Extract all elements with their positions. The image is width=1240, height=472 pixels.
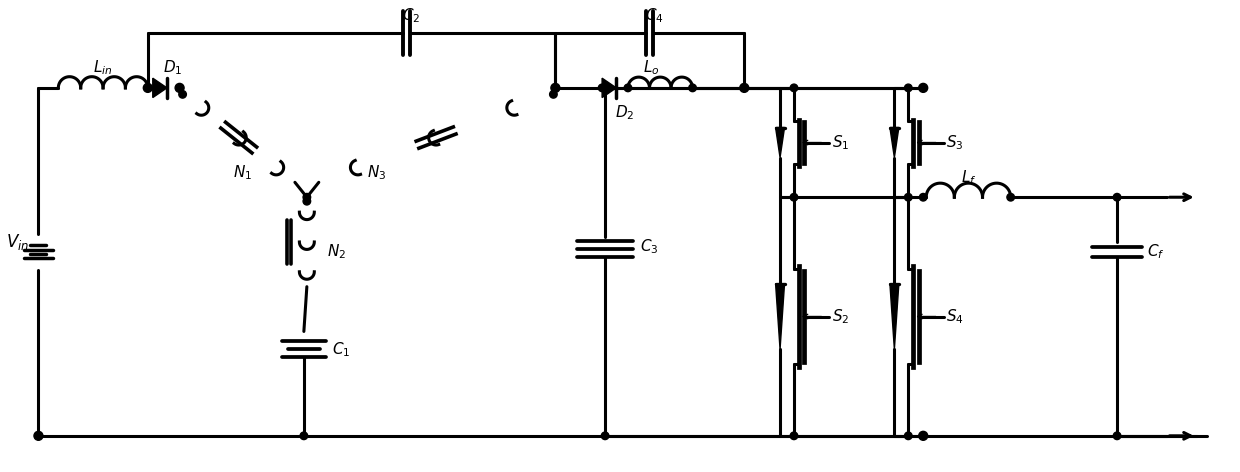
Text: $C_3$: $C_3$ xyxy=(640,237,658,256)
Circle shape xyxy=(551,84,559,93)
Circle shape xyxy=(919,194,928,201)
Text: $D_2$: $D_2$ xyxy=(615,103,635,122)
Circle shape xyxy=(601,84,609,92)
Circle shape xyxy=(179,91,186,98)
Circle shape xyxy=(300,432,308,439)
Text: $S_3$: $S_3$ xyxy=(946,133,963,152)
Circle shape xyxy=(601,84,609,92)
Circle shape xyxy=(919,431,928,440)
Circle shape xyxy=(175,84,184,93)
Polygon shape xyxy=(775,284,785,349)
Circle shape xyxy=(1114,194,1121,201)
Circle shape xyxy=(303,197,311,205)
Text: $C_f$: $C_f$ xyxy=(1147,243,1164,261)
Circle shape xyxy=(904,194,913,201)
Circle shape xyxy=(790,194,797,201)
Circle shape xyxy=(688,84,697,92)
Text: $L_o$: $L_o$ xyxy=(642,59,660,77)
Text: $S_2$: $S_2$ xyxy=(832,307,849,326)
Text: $C_4$: $C_4$ xyxy=(645,6,665,25)
Circle shape xyxy=(549,91,557,98)
Circle shape xyxy=(790,84,797,92)
Circle shape xyxy=(1114,432,1121,439)
Text: $N_1$: $N_1$ xyxy=(233,163,252,182)
Text: $S_4$: $S_4$ xyxy=(946,307,963,326)
Circle shape xyxy=(790,432,797,439)
Circle shape xyxy=(1007,194,1014,201)
Circle shape xyxy=(33,431,43,440)
Circle shape xyxy=(740,84,749,93)
Circle shape xyxy=(904,84,913,92)
Circle shape xyxy=(303,194,311,201)
Text: $V_{in}$: $V_{in}$ xyxy=(6,232,29,252)
Text: $D_1$: $D_1$ xyxy=(162,59,182,77)
Circle shape xyxy=(599,84,606,92)
Polygon shape xyxy=(890,127,899,158)
Circle shape xyxy=(144,84,153,93)
Circle shape xyxy=(919,84,928,93)
Polygon shape xyxy=(603,78,616,98)
Text: $N_2$: $N_2$ xyxy=(326,243,346,261)
Circle shape xyxy=(624,84,631,92)
Polygon shape xyxy=(153,78,167,98)
Polygon shape xyxy=(890,284,899,349)
Text: $S_1$: $S_1$ xyxy=(832,133,849,152)
Circle shape xyxy=(904,432,913,439)
Circle shape xyxy=(601,432,609,439)
Text: $L_f$: $L_f$ xyxy=(961,168,976,187)
Text: $C_2$: $C_2$ xyxy=(402,6,420,25)
Text: $N_3$: $N_3$ xyxy=(367,163,386,182)
Polygon shape xyxy=(775,127,785,158)
Text: $L_{in}$: $L_{in}$ xyxy=(93,59,113,77)
Text: $C_1$: $C_1$ xyxy=(332,340,350,359)
